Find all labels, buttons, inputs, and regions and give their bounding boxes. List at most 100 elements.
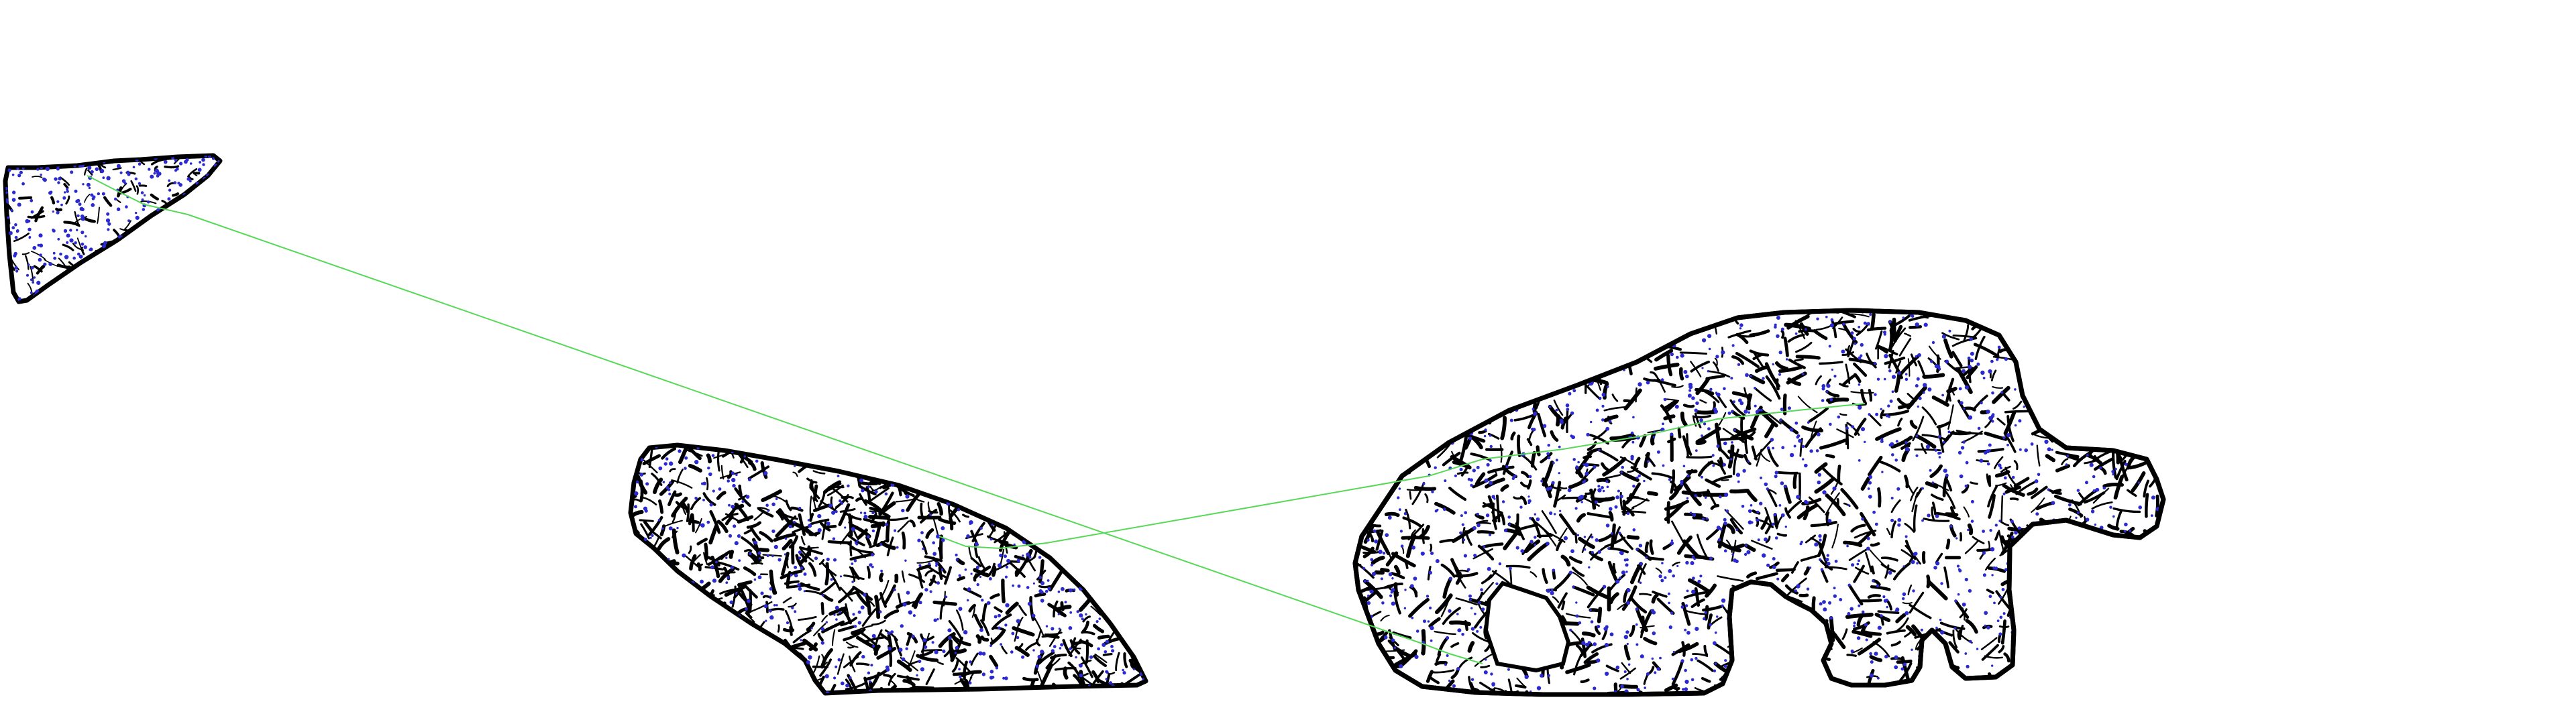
keypoint <box>7 168 11 172</box>
texture-stroke <box>1507 366 1513 384</box>
keypoint <box>1477 601 1481 605</box>
keypoint <box>2085 481 2088 485</box>
texture-stroke <box>1868 413 1882 427</box>
keypoint <box>837 658 841 662</box>
texture-stroke <box>989 593 1000 600</box>
keypoint <box>146 231 149 234</box>
texture-stroke <box>1679 351 1707 355</box>
texture-stroke <box>1530 339 1536 352</box>
texture-stroke <box>1936 354 1940 373</box>
texture-stroke <box>979 459 992 477</box>
texture-stroke <box>649 595 654 611</box>
keypoint <box>1916 377 1920 381</box>
keypoint <box>2112 515 2115 518</box>
keypoint <box>699 524 702 526</box>
keypoint <box>1121 488 1124 491</box>
texture-stroke <box>1450 361 1462 376</box>
keypoint <box>1556 319 1560 322</box>
keypoint <box>114 278 118 282</box>
keypoint <box>1118 515 1122 518</box>
keypoint <box>1058 627 1061 630</box>
keypoint <box>678 449 682 453</box>
keypoint <box>211 278 213 281</box>
texture-stroke <box>117 239 133 247</box>
keypoint <box>1712 641 1717 646</box>
keypoint <box>1507 516 1511 519</box>
texture-stroke <box>1841 628 1848 640</box>
texture-stroke <box>1571 566 1585 577</box>
keypoint <box>2154 615 2158 619</box>
keypoint <box>1388 442 1393 446</box>
texture-stroke <box>748 461 757 471</box>
texture-stroke <box>2067 570 2078 590</box>
texture-stroke <box>1992 385 2010 404</box>
texture-stroke <box>2025 325 2039 329</box>
texture-stroke <box>1850 524 1866 533</box>
texture-stroke <box>1523 335 1534 360</box>
texture-stroke <box>1063 507 1079 513</box>
keypoint <box>1100 599 1104 603</box>
keypoint <box>970 572 973 575</box>
texture-stroke <box>2123 644 2143 652</box>
keypoint <box>1513 340 1515 343</box>
texture-stroke <box>1829 615 1835 643</box>
texture-stroke <box>193 192 207 202</box>
texture-stroke <box>1409 491 1412 500</box>
keypoint <box>1395 343 1397 345</box>
keypoint <box>2103 581 2107 585</box>
texture-stroke <box>817 632 824 642</box>
texture-stroke <box>1095 450 1110 462</box>
texture-stroke <box>749 652 755 664</box>
keypoint <box>634 491 639 496</box>
keypoint <box>1688 382 1693 387</box>
texture-stroke <box>1485 477 1505 489</box>
keypoint <box>941 526 945 530</box>
texture-stroke <box>1048 569 1064 592</box>
keypoint <box>998 464 1001 467</box>
texture-stroke <box>1611 394 1619 402</box>
texture-stroke <box>864 593 871 615</box>
texture-stroke <box>1085 475 1095 497</box>
keypoint <box>2023 406 2025 408</box>
texture-stroke <box>1503 527 1521 550</box>
texture-stroke <box>187 168 198 178</box>
keypoint <box>1716 526 1721 530</box>
keypoint <box>1991 420 1994 423</box>
texture-stroke <box>2088 328 2109 342</box>
texture-stroke <box>671 613 680 624</box>
keypoint <box>1495 582 1499 585</box>
keypoint <box>2070 630 2074 634</box>
keypoint <box>1801 664 1805 668</box>
texture-stroke <box>631 540 632 551</box>
keypoint <box>1733 428 1736 432</box>
texture-stroke <box>205 244 220 257</box>
texture-stroke <box>2145 493 2149 518</box>
texture-stroke <box>689 634 708 649</box>
texture-stroke <box>698 629 712 641</box>
texture-stroke <box>635 692 655 693</box>
texture-stroke <box>1633 457 1641 470</box>
keypoint <box>766 554 769 557</box>
keypoint <box>66 241 69 244</box>
keypoint <box>1581 641 1586 646</box>
texture-stroke <box>1959 624 1964 638</box>
keypoint <box>2019 546 2023 550</box>
keypoint <box>771 502 775 507</box>
texture-stroke <box>1799 593 1809 597</box>
texture-stroke <box>1727 444 1735 469</box>
texture-stroke <box>909 451 917 460</box>
keypoint <box>1486 463 1490 467</box>
texture-stroke <box>647 516 663 536</box>
texture-stroke <box>678 445 689 465</box>
texture-stroke <box>2060 658 2071 676</box>
keypoint <box>731 471 735 475</box>
keypoint <box>853 625 857 628</box>
texture-stroke <box>1371 373 1377 398</box>
keypoint <box>1132 668 1135 670</box>
keypoint <box>1015 447 1020 452</box>
keypoint <box>54 292 58 296</box>
texture-stroke <box>1426 670 1434 683</box>
keypoint <box>1931 481 1934 484</box>
texture-stroke <box>1943 566 1949 589</box>
texture-stroke <box>869 686 883 693</box>
